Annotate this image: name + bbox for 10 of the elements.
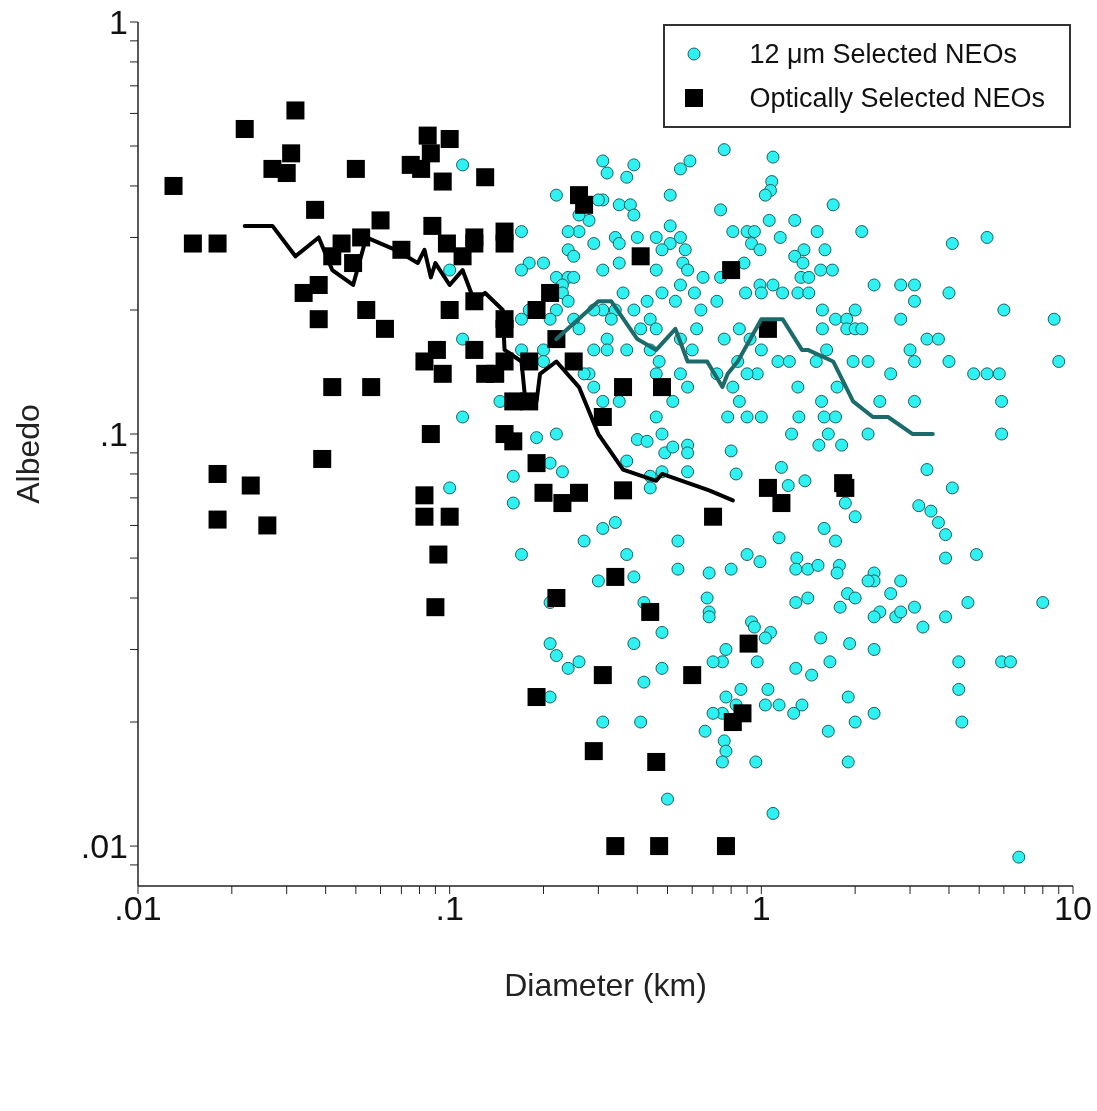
x-axis-title: Diameter (km)	[504, 967, 707, 1003]
y-tick-label: .01	[80, 827, 128, 866]
x-tick-label: .1	[435, 889, 464, 928]
y-tick-label: 1	[109, 3, 128, 42]
x-tick-label: 1	[751, 889, 771, 928]
legend-label: Optically Selected NEOs	[749, 82, 1045, 114]
y-tick-label: .1	[99, 415, 128, 454]
x-tick-label: 10	[1054, 889, 1092, 928]
legend-label: 12 μm Selected NEOs	[749, 38, 1018, 70]
y-axis-title: Albedo	[10, 404, 47, 504]
